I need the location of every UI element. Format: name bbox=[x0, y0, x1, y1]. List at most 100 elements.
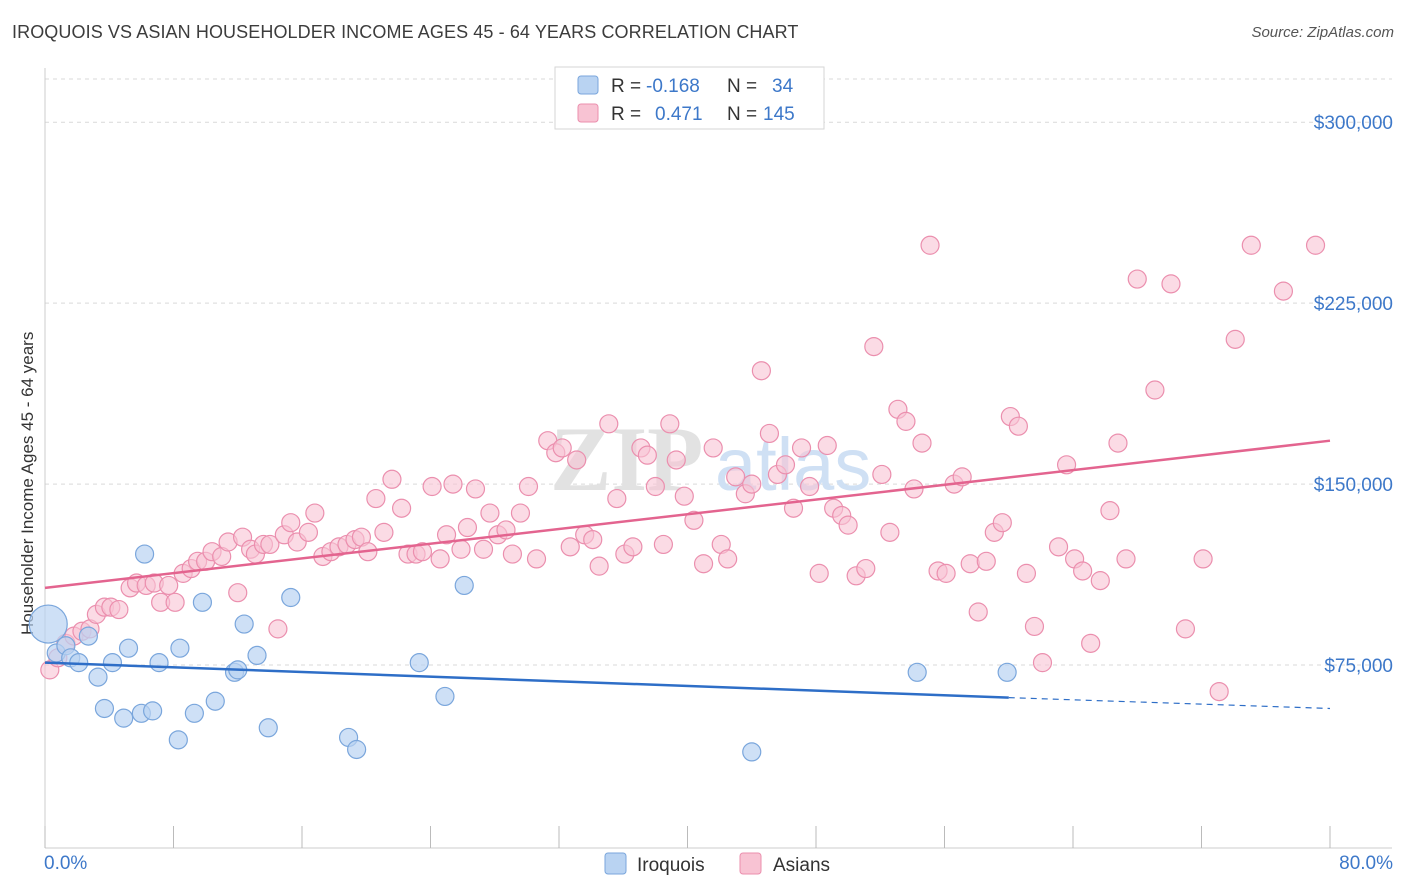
asians-point bbox=[1193, 549, 1213, 569]
y-tick-label: $225,000 bbox=[1314, 294, 1393, 315]
iroquois-point bbox=[114, 708, 134, 728]
legend-iroquois-swatch bbox=[577, 75, 599, 95]
iroquois-trend-line bbox=[44, 661, 1009, 699]
asians-point bbox=[430, 549, 450, 569]
asians-point bbox=[228, 583, 248, 603]
asians-point bbox=[968, 602, 988, 622]
iroquois-point bbox=[192, 592, 213, 612]
asians-point bbox=[1048, 537, 1069, 557]
asians-point bbox=[391, 498, 412, 518]
asians-point bbox=[838, 515, 858, 535]
iroquois-point bbox=[88, 667, 108, 687]
asians-point bbox=[298, 522, 319, 542]
asians-point bbox=[589, 556, 609, 576]
asians-point bbox=[775, 455, 796, 475]
iroquois-point bbox=[281, 587, 301, 608]
asians-point bbox=[451, 539, 471, 559]
asians-point bbox=[896, 411, 916, 431]
iroquois-point bbox=[347, 739, 367, 760]
asians-point bbox=[864, 336, 884, 357]
asians-point bbox=[518, 476, 539, 497]
asians-point bbox=[1090, 571, 1110, 591]
iroquois-point bbox=[907, 662, 927, 682]
asians-point bbox=[1209, 681, 1229, 702]
iroquois-point bbox=[78, 626, 98, 646]
iroquois-points bbox=[28, 544, 1017, 762]
legend-box bbox=[554, 66, 825, 130]
asians-point bbox=[268, 619, 288, 639]
y-tick-label: $150,000 bbox=[1314, 475, 1393, 496]
asians-point bbox=[912, 433, 932, 453]
asians-point bbox=[674, 486, 694, 506]
asians-point bbox=[1008, 416, 1028, 436]
asians-point bbox=[109, 599, 129, 620]
asians-point bbox=[457, 517, 478, 538]
asians-point bbox=[623, 537, 643, 557]
axes bbox=[44, 68, 1392, 849]
iroquois-point bbox=[134, 544, 155, 564]
y-tick-label: $75,000 bbox=[1324, 656, 1393, 677]
legend-n-value-1: 34 bbox=[772, 76, 794, 97]
asians-point bbox=[260, 534, 280, 555]
asians-points bbox=[40, 235, 1326, 702]
asians-point bbox=[1073, 561, 1093, 581]
asians-point bbox=[936, 563, 956, 583]
asians-point bbox=[718, 549, 738, 569]
asians-point bbox=[742, 474, 762, 494]
iroquois-point bbox=[118, 638, 139, 658]
grid-lines bbox=[45, 78, 1392, 666]
asians-point bbox=[660, 414, 680, 434]
iroquois-point bbox=[997, 662, 1017, 682]
iroquois-point bbox=[258, 718, 278, 738]
asians-point bbox=[607, 488, 627, 509]
asians-point bbox=[960, 554, 980, 574]
iroquois-trend-extension bbox=[1008, 697, 1331, 710]
legend-n-label-2: N = bbox=[727, 104, 757, 125]
asians-point bbox=[422, 476, 442, 497]
series-legend: Iroquois Asians bbox=[604, 852, 830, 876]
iroquois-point bbox=[435, 686, 455, 707]
asians-point bbox=[817, 435, 837, 456]
iroquois-point bbox=[170, 638, 190, 658]
asians-point bbox=[1108, 433, 1128, 453]
asians-point bbox=[645, 476, 665, 497]
trend-lines bbox=[44, 439, 1331, 710]
asians-point bbox=[1225, 329, 1245, 349]
legend-r-label-1: R = bbox=[611, 76, 641, 97]
iroquois-point bbox=[234, 614, 254, 634]
asians-point bbox=[1032, 653, 1053, 673]
asians-point bbox=[976, 551, 996, 571]
asians-point bbox=[759, 423, 780, 444]
series-legend-asians-swatch bbox=[739, 852, 762, 875]
asians-point bbox=[693, 554, 714, 574]
series-legend-iroquois-swatch bbox=[604, 852, 627, 875]
asians-point bbox=[872, 464, 892, 485]
asians-point bbox=[1024, 616, 1045, 637]
asians-point bbox=[1100, 501, 1120, 521]
y-tick-label: $300,000 bbox=[1314, 113, 1393, 134]
asians-point bbox=[992, 513, 1012, 533]
asians-point bbox=[382, 469, 402, 489]
asians-point bbox=[1241, 235, 1261, 255]
asians-point bbox=[920, 235, 940, 255]
asians-point bbox=[465, 479, 486, 499]
series-legend-asians-label: Asians bbox=[773, 855, 830, 876]
asians-point bbox=[281, 513, 301, 533]
iroquois-point bbox=[28, 604, 68, 644]
asians-point bbox=[1175, 619, 1196, 639]
iroquois-point bbox=[409, 653, 429, 673]
asians-point bbox=[305, 503, 325, 523]
asians-point bbox=[374, 522, 394, 542]
asians-point bbox=[436, 525, 457, 545]
asians-point bbox=[703, 438, 723, 458]
asians-point bbox=[809, 563, 829, 583]
asians-point bbox=[726, 467, 746, 487]
x-tick-label: 80.0% bbox=[1339, 853, 1393, 874]
correlation-legend: R = -0.168 N = 34 R = 0.471 N = 145 bbox=[554, 66, 825, 130]
legend-n-value-2: 145 bbox=[763, 104, 795, 125]
asians-point bbox=[1161, 274, 1181, 294]
legend-r-label-2: R = bbox=[611, 104, 641, 125]
iroquois-point bbox=[454, 575, 474, 596]
iroquois-point bbox=[94, 698, 115, 719]
asians-point bbox=[165, 592, 185, 612]
